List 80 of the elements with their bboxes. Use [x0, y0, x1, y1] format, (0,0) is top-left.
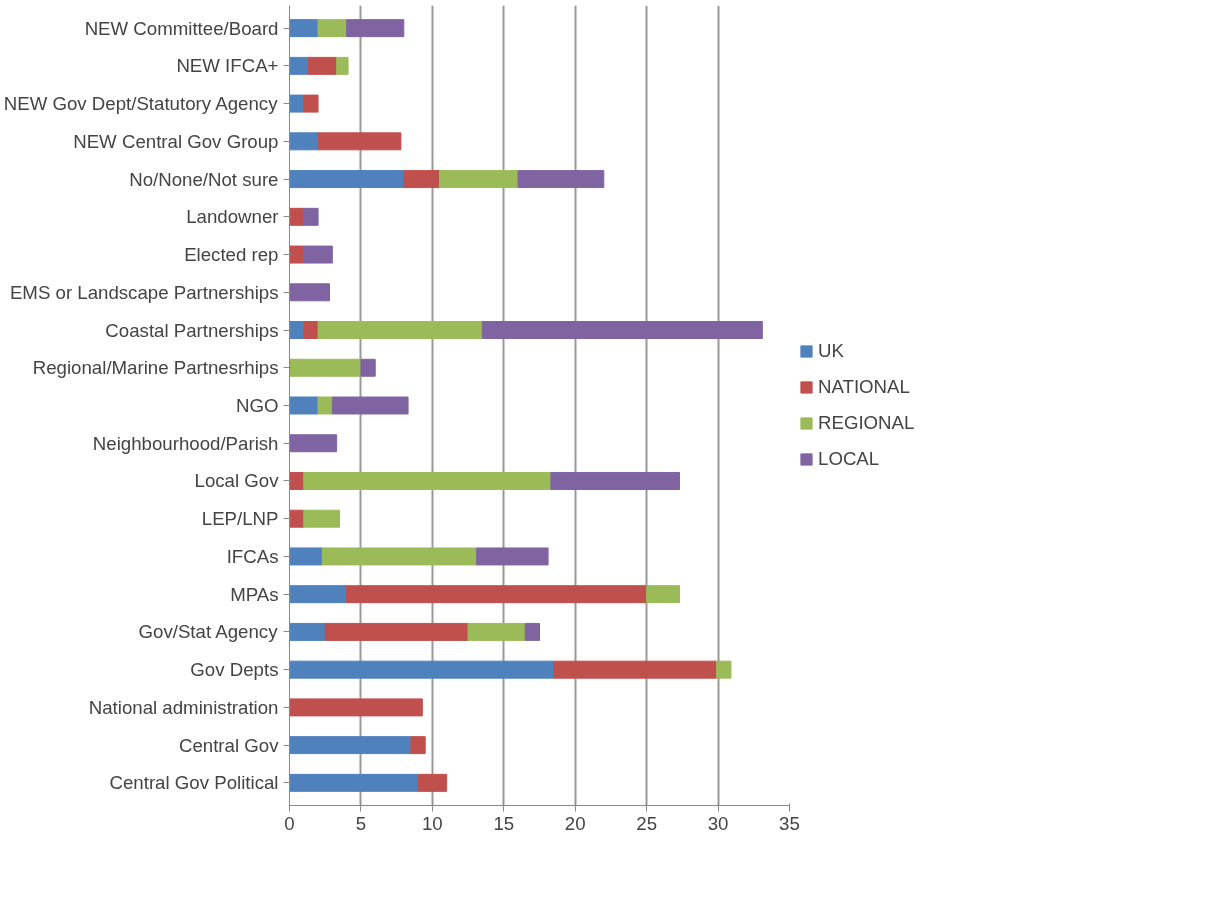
y-tick-label: No/None/Not sure	[129, 168, 279, 190]
bar	[289, 547, 323, 566]
y-tick-label: Local Gov	[194, 470, 280, 492]
y-tick-label: Elected rep	[184, 244, 279, 266]
bar	[303, 509, 340, 528]
y-tick-label: IFCAs	[226, 545, 279, 567]
x-tick-label: 15	[493, 812, 515, 834]
y-tick-label: NEW Gov Dept/Statutory Agency	[3, 93, 279, 115]
bar	[289, 698, 423, 717]
bar	[303, 207, 319, 226]
bar	[303, 94, 319, 113]
bar	[289, 736, 412, 755]
bar	[317, 132, 402, 151]
bar	[439, 170, 519, 189]
bar	[336, 56, 349, 75]
y-tick-label: LEP/LNP	[201, 508, 279, 530]
y-tick-label: NGO	[236, 395, 279, 416]
y-tick-label: Central Gov Political	[109, 772, 279, 794]
y-tick-label: Landowner	[186, 206, 279, 228]
bar	[716, 660, 732, 679]
bar	[331, 396, 409, 415]
y-tick-label: Regional/Marine Partnesrhips	[32, 357, 279, 379]
bar	[360, 358, 376, 377]
y-tick-label: NEW Committee/Board	[84, 17, 279, 39]
y-tick-label: Gov/Stat Agency	[138, 621, 279, 643]
y-tick-label: EMS or Landscape Partnerships	[9, 281, 279, 303]
y-tick-label: NEW Central Gov Group	[73, 130, 279, 152]
bar	[289, 283, 330, 302]
bar	[524, 622, 540, 641]
legend-label: REGIONAL	[818, 412, 915, 434]
bar	[346, 19, 405, 38]
bar	[289, 94, 305, 113]
bar	[307, 56, 338, 75]
bar	[553, 660, 718, 679]
bar	[417, 773, 448, 792]
bar	[481, 321, 763, 340]
bar	[410, 736, 426, 755]
bar	[289, 396, 319, 415]
bar	[303, 245, 333, 264]
bar	[321, 547, 478, 566]
bar	[403, 170, 440, 189]
bar	[289, 245, 305, 264]
y-tick-label: Neighbourhood/Parish	[92, 432, 279, 454]
bar	[317, 396, 333, 415]
bar	[303, 321, 319, 340]
bar	[289, 585, 348, 604]
y-tick-label: NEW IFCA+	[176, 55, 279, 77]
bar	[289, 622, 326, 641]
bar	[517, 170, 605, 189]
x-tick-label: 5	[355, 812, 367, 834]
legend-label: UK	[818, 340, 844, 362]
bar	[289, 132, 319, 151]
bar	[476, 547, 549, 566]
legend-label: LOCAL	[818, 448, 880, 470]
y-tick-label: National administration	[88, 696, 279, 718]
x-tick-label: 25	[636, 812, 658, 834]
bar	[317, 321, 483, 340]
x-tick-label: 20	[564, 812, 586, 834]
bar	[646, 585, 680, 604]
bar	[346, 585, 648, 604]
bar	[289, 19, 319, 38]
y-tick-label: Coastal Partnerships	[105, 319, 279, 341]
bar	[550, 471, 680, 490]
bar	[289, 660, 555, 679]
bar	[317, 19, 348, 38]
x-tick-label: 35	[779, 812, 800, 834]
bar	[289, 170, 405, 189]
bar	[303, 471, 552, 490]
legend-label: NATIONAL	[818, 376, 910, 398]
bar	[289, 358, 362, 377]
bar	[289, 434, 338, 453]
bar	[324, 622, 469, 641]
x-tick-label: 30	[707, 812, 729, 834]
bar	[467, 622, 526, 641]
y-tick-label: Central Gov	[178, 734, 280, 756]
x-tick-label: 0	[284, 812, 295, 834]
y-tick-label: MPAs	[230, 583, 279, 605]
bar	[289, 773, 419, 792]
y-tick-label: Gov Depts	[190, 659, 279, 681]
x-tick-label: 10	[421, 812, 443, 834]
